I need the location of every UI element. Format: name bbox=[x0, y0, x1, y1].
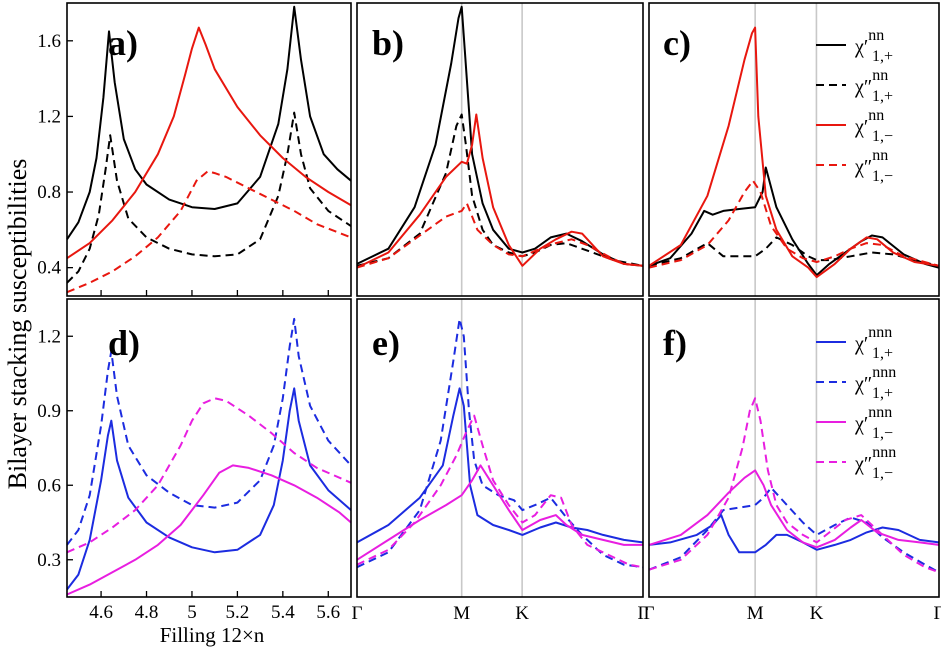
plot-frame bbox=[648, 2, 940, 297]
y-tick-label: 1.6 bbox=[37, 31, 61, 52]
series-line bbox=[648, 397, 940, 574]
series-line bbox=[356, 464, 643, 561]
series-line bbox=[648, 236, 940, 267]
panel-label: d) bbox=[108, 323, 140, 363]
series-line bbox=[66, 464, 352, 596]
series-line bbox=[356, 414, 643, 569]
y-tick-label: 0.3 bbox=[37, 550, 61, 571]
x-tick-label: 5 bbox=[187, 602, 197, 623]
series-line bbox=[356, 5, 643, 267]
panel-label: c) bbox=[663, 23, 691, 63]
legend-label: χ″nn 1,+ bbox=[854, 67, 893, 105]
panel-c: c) bbox=[648, 2, 940, 297]
legend-label: χ′nnn 1,− bbox=[854, 404, 893, 442]
series-line bbox=[66, 387, 352, 591]
y-tick-label: 1.2 bbox=[37, 106, 61, 127]
series-line bbox=[66, 111, 352, 284]
legend-label: χ′nn 1,− bbox=[854, 107, 893, 145]
x-tick-label: 4.8 bbox=[135, 602, 159, 623]
series-line bbox=[66, 5, 352, 240]
y-tick-label: 1.2 bbox=[37, 326, 61, 347]
series-line bbox=[66, 170, 352, 294]
plot-frame bbox=[66, 2, 352, 297]
panel-label: f) bbox=[663, 323, 687, 363]
series-line bbox=[356, 387, 643, 544]
series-line bbox=[356, 202, 643, 269]
legend-label: χ″nnn 1,+ bbox=[854, 364, 896, 402]
path-tick-label: M bbox=[747, 603, 764, 624]
top-legend: χ′nn 1,+χ″nn 1,+χ′nn 1,−χ″nn 1,− bbox=[816, 27, 893, 185]
panel-d: 0.3 0.6 0.9 1.2 4.6 4.8 5 5.2 5.4 5.6 d) bbox=[37, 298, 352, 623]
panel-label: b) bbox=[372, 23, 404, 63]
series-line bbox=[648, 179, 940, 269]
panel-a: 0.4 0.8 1.2 1.6 a) bbox=[37, 2, 352, 297]
series-line bbox=[66, 26, 352, 260]
y-tick-label: 0.8 bbox=[37, 182, 61, 203]
panel-e: Γ M K Γe) bbox=[352, 298, 649, 624]
legend-label: χ″nn 1,− bbox=[854, 147, 893, 185]
series-line bbox=[356, 113, 643, 269]
path-tick-label: M bbox=[453, 603, 470, 624]
y-tick-label: 0.4 bbox=[37, 258, 61, 279]
path-tick-label: Γ bbox=[352, 603, 363, 624]
series-line bbox=[648, 166, 940, 277]
path-tick-label: Γ bbox=[934, 603, 941, 624]
series-line bbox=[66, 397, 352, 554]
path-tick-label: K bbox=[810, 603, 824, 624]
plot-frame bbox=[356, 2, 644, 297]
y-tick-label: 0.6 bbox=[37, 475, 61, 496]
x-tick-label: 5.2 bbox=[226, 602, 250, 623]
panel-f: Γ M K Γf) bbox=[644, 298, 941, 624]
series-line bbox=[356, 317, 643, 569]
series-line bbox=[648, 26, 939, 279]
series-line bbox=[356, 113, 643, 267]
path-tick-label: K bbox=[515, 603, 529, 624]
x-axis-label: Filling 12×n bbox=[160, 623, 265, 647]
path-tick-label: Γ bbox=[644, 603, 655, 624]
x-tick-label: 5.6 bbox=[316, 602, 340, 623]
bottom-legend: χ′nnn 1,+χ″nnn 1,+χ′nnn 1,−χ″nnn 1,− bbox=[816, 324, 896, 482]
series-line bbox=[66, 317, 352, 546]
y-tick-label: 0.9 bbox=[37, 401, 61, 422]
y-axis-label: Bilayer stacking susceptibilities bbox=[3, 159, 32, 490]
plot-frame bbox=[356, 298, 644, 598]
x-tick-label: 4.6 bbox=[89, 602, 113, 623]
legend-label: χ″nnn 1,− bbox=[854, 444, 896, 482]
panel-label: e) bbox=[372, 323, 400, 363]
legend-label: χ′nn 1,+ bbox=[854, 27, 893, 65]
plot-frame bbox=[648, 298, 940, 598]
panels-group: 0.4 0.8 1.2 1.6 a) b) c) 0.3 0.6 0.9 1.2 4.6 4.8 5 5.2… bbox=[37, 2, 941, 624]
x-tick-label: 5.4 bbox=[271, 602, 295, 623]
path-tick-label: Γ bbox=[638, 603, 649, 624]
legend-label: χ′nnn 1,+ bbox=[854, 324, 893, 362]
series-line bbox=[648, 514, 939, 554]
panel-label: a) bbox=[108, 23, 138, 63]
panel-b: b) bbox=[356, 2, 644, 297]
plot-frame bbox=[66, 298, 352, 598]
